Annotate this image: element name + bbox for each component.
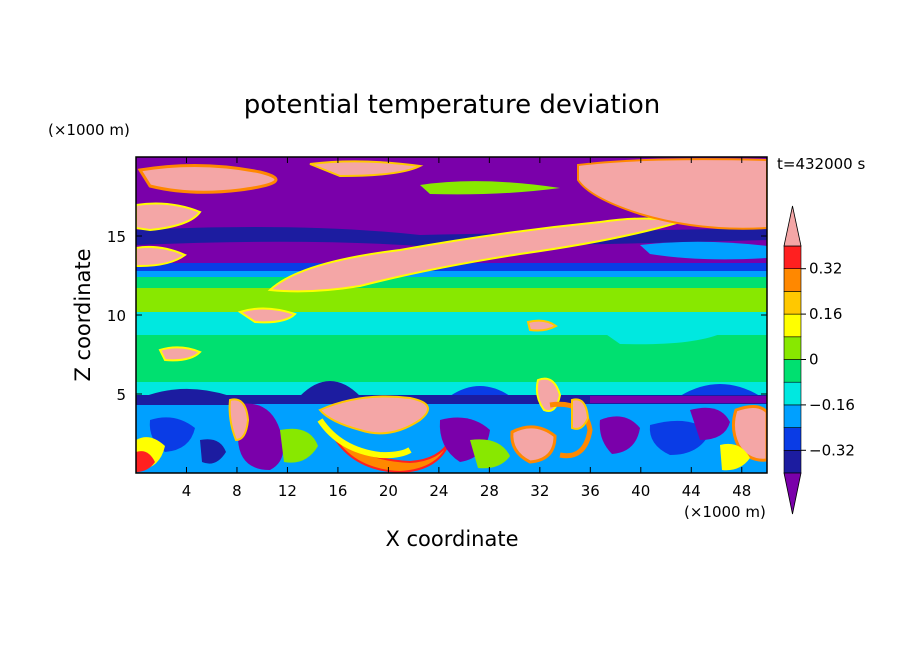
x-axis-ticks: 4 8 12 16 20 24 28 32 36 40 44 48 — [182, 157, 751, 500]
pink-patch-top-left — [137, 163, 278, 194]
pink-patch-top-mid — [309, 160, 424, 178]
colorbar-over-triangle — [783, 205, 802, 247]
blue-dome-mid — [300, 381, 360, 396]
blue-blob-right — [649, 420, 710, 455]
x-tick-label: 32 — [530, 482, 549, 500]
x-tick-label: 36 — [581, 482, 600, 500]
green-band-upper — [136, 276, 767, 288]
green-blob-mid — [330, 341, 460, 359]
blue-dome-right — [680, 384, 760, 396]
colorbar-swatch — [783, 245, 802, 270]
chart-title: potential temperature deviation — [244, 90, 660, 120]
green-blob-center — [470, 439, 510, 469]
y-axis-label: Z coordinate — [71, 248, 95, 381]
yellow-arc-center — [317, 418, 412, 459]
y-axis-ticks: 5 10 15 — [107, 228, 767, 404]
cyan-blob-mid-right — [600, 326, 720, 345]
colorbar-label: 0 — [809, 351, 819, 369]
blue-blob-lower-mid — [200, 439, 226, 464]
colorbar-swatch — [783, 449, 802, 474]
x-tick-label: 40 — [631, 482, 650, 500]
time-label: t=432000 s — [777, 155, 865, 173]
cyan-streak-top-right — [640, 241, 767, 260]
x-tick-label: 4 — [182, 482, 192, 500]
colorbar-label: −0.32 — [809, 441, 855, 459]
x-tick-label: 20 — [379, 482, 398, 500]
blue-dome-center — [450, 386, 510, 396]
lime-streak-top — [420, 181, 560, 195]
red-patch-lower-left — [136, 451, 155, 472]
colorbar-swatch — [783, 336, 802, 360]
pink-patch-top-right — [577, 158, 767, 230]
pink-plume-right — [571, 398, 590, 430]
colorbar-under-triangle — [783, 472, 802, 515]
purple-blob-right-2 — [690, 407, 730, 440]
inversion-cyan — [136, 270, 767, 277]
contour-plot-area — [136, 157, 767, 473]
x-axis-label: X coordinate — [385, 527, 518, 551]
x-tick-label: 28 — [480, 482, 499, 500]
y-tick-label: 10 — [107, 307, 126, 325]
colorbar-swatch — [783, 427, 802, 451]
colorbar-swatch — [783, 268, 802, 292]
x-tick-label: 48 — [732, 482, 751, 500]
pink-patch-mid-right — [526, 319, 558, 332]
colorbar-swatch — [783, 404, 802, 428]
y-unit-label: (×1000 m) — [48, 121, 130, 139]
y-tick-label: 15 — [107, 228, 126, 246]
pink-patch-left — [136, 202, 202, 232]
lime-band — [136, 286, 767, 312]
purple-blob-right-1 — [599, 416, 640, 454]
x-unit-label: (×1000 m) — [684, 503, 766, 521]
y-tick-label: 5 — [116, 386, 126, 404]
pink-patch-mid-left — [237, 307, 297, 324]
colorbar-label: −0.16 — [809, 396, 855, 414]
yellow-patch-lower-right — [720, 443, 750, 471]
x-tick-label: 8 — [232, 482, 242, 500]
colorbar-swatch — [783, 291, 802, 315]
purple-strip-right — [590, 396, 767, 403]
x-tick-label: 12 — [278, 482, 297, 500]
colorbar-label: 0.32 — [809, 260, 842, 278]
purple-plume-left — [238, 403, 284, 470]
colorbar-label: 0.16 — [809, 305, 842, 323]
pink-patch-mid-far-left — [158, 346, 202, 362]
x-tick-label: 44 — [682, 482, 701, 500]
colorbar-swatch — [783, 381, 802, 406]
colorbar: 0.32 0.16 0 −0.16 −0.32 — [783, 205, 855, 515]
green-patch-lower-mid — [280, 428, 318, 463]
colorbar-swatch — [783, 313, 802, 338]
pink-plume-left — [228, 398, 250, 442]
dark-inversion-strip — [136, 395, 767, 404]
pink-anvil-center — [318, 395, 429, 435]
orange-ring-lower-mid — [549, 401, 593, 459]
pink-patch-left-lower — [136, 245, 187, 267]
x-tick-label: 16 — [328, 482, 347, 500]
lower-mid-band — [136, 382, 767, 396]
pink-blob-lower-right — [731, 405, 767, 462]
colorbar-swatch — [783, 359, 802, 383]
pink-blob-lower-mid — [510, 425, 557, 464]
x-tick-label: 24 — [429, 482, 448, 500]
